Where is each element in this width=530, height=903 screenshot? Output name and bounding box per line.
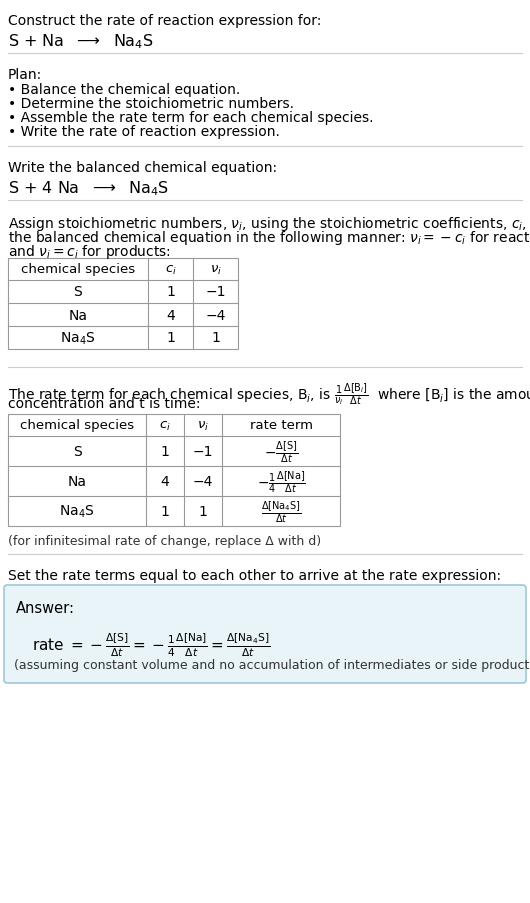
Text: 1: 1	[199, 505, 207, 518]
Text: rate $= -\frac{\Delta[\mathrm{S}]}{\Delta t} = -\frac{1}{4}\frac{\Delta[\mathrm{: rate $= -\frac{\Delta[\mathrm{S}]}{\Delt…	[32, 630, 271, 658]
Text: Na$_4$S: Na$_4$S	[60, 330, 96, 347]
Text: Na$_4$S: Na$_4$S	[59, 503, 95, 519]
Text: S + 4 Na  $\longrightarrow$  Na$_4$S: S + 4 Na $\longrightarrow$ Na$_4$S	[8, 179, 169, 198]
Text: −1: −1	[193, 444, 213, 459]
Text: 1: 1	[211, 331, 220, 345]
Text: S: S	[74, 285, 82, 299]
Text: $\frac{\Delta[\mathrm{Na_4S}]}{\Delta t}$: $\frac{\Delta[\mathrm{Na_4S}]}{\Delta t}…	[261, 498, 301, 525]
Bar	[8, 259, 238, 349]
Text: Write the balanced chemical equation:: Write the balanced chemical equation:	[8, 161, 277, 175]
Text: Na: Na	[67, 474, 86, 489]
Text: concentration and t is time:: concentration and t is time:	[8, 396, 200, 411]
Text: −1: −1	[205, 285, 226, 299]
Text: • Balance the chemical equation.: • Balance the chemical equation.	[8, 83, 240, 97]
Text: Assign stoichiometric numbers, $\nu_i$, using the stoichiometric coefficients, $: Assign stoichiometric numbers, $\nu_i$, …	[8, 215, 530, 233]
Text: Plan:: Plan:	[8, 68, 42, 82]
Text: −4: −4	[205, 308, 226, 322]
Text: $\nu_i$: $\nu_i$	[209, 263, 222, 276]
Text: −4: −4	[193, 474, 213, 489]
Text: $-\frac{1}{4}\frac{\Delta[\mathrm{Na}]}{\Delta t}$: $-\frac{1}{4}\frac{\Delta[\mathrm{Na}]}{…	[257, 469, 305, 494]
Text: • Determine the stoichiometric numbers.: • Determine the stoichiometric numbers.	[8, 97, 294, 111]
FancyBboxPatch shape	[4, 585, 526, 684]
Bar	[8, 414, 340, 526]
Text: Construct the rate of reaction expression for:: Construct the rate of reaction expressio…	[8, 14, 321, 28]
Text: 4: 4	[161, 474, 170, 489]
Text: 1: 1	[166, 285, 175, 299]
Text: $-\frac{\Delta[\mathrm{S}]}{\Delta t}$: $-\frac{\Delta[\mathrm{S}]}{\Delta t}$	[264, 439, 298, 464]
Text: $\nu_i$: $\nu_i$	[197, 419, 209, 432]
Text: Set the rate terms equal to each other to arrive at the rate expression:: Set the rate terms equal to each other t…	[8, 568, 501, 582]
Text: 1: 1	[166, 331, 175, 345]
Text: (for infinitesimal rate of change, replace Δ with d): (for infinitesimal rate of change, repla…	[8, 535, 321, 547]
Text: S: S	[73, 444, 82, 459]
Text: (assuming constant volume and no accumulation of intermediates or side products): (assuming constant volume and no accumul…	[14, 658, 530, 671]
Text: The rate term for each chemical species, B$_i$, is $\frac{1}{\nu_i}\frac{\Delta[: The rate term for each chemical species,…	[8, 382, 530, 407]
Text: and $\nu_i = c_i$ for products:: and $\nu_i = c_i$ for products:	[8, 243, 171, 261]
Text: • Assemble the rate term for each chemical species.: • Assemble the rate term for each chemic…	[8, 111, 374, 125]
Text: $c_i$: $c_i$	[159, 419, 171, 432]
Text: chemical species: chemical species	[20, 419, 134, 432]
Text: • Write the rate of reaction expression.: • Write the rate of reaction expression.	[8, 125, 280, 139]
Text: S + Na  $\longrightarrow$  Na$_4$S: S + Na $\longrightarrow$ Na$_4$S	[8, 32, 154, 51]
Text: $c_i$: $c_i$	[165, 263, 176, 276]
Text: Answer:: Answer:	[16, 600, 75, 615]
Text: Na: Na	[68, 308, 87, 322]
Text: 1: 1	[161, 444, 170, 459]
Text: 1: 1	[161, 505, 170, 518]
Text: chemical species: chemical species	[21, 263, 135, 276]
Text: 4: 4	[166, 308, 175, 322]
Text: rate term: rate term	[250, 419, 313, 432]
Text: the balanced chemical equation in the following manner: $\nu_i = -c_i$ for react: the balanced chemical equation in the fo…	[8, 228, 530, 247]
